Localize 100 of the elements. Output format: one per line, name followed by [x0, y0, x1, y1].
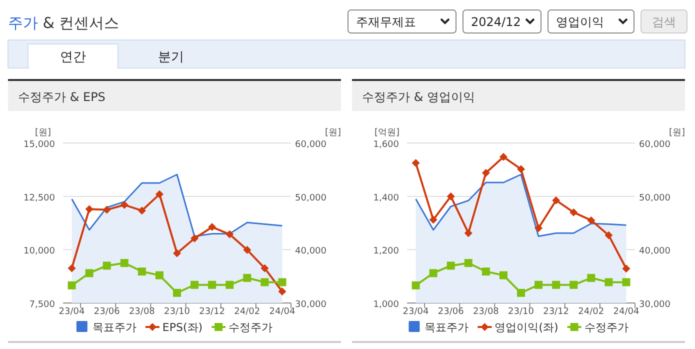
point [68, 264, 76, 272]
point [120, 200, 128, 209]
point [604, 231, 613, 240]
point [534, 224, 543, 232]
text: 영업이익 [556, 15, 604, 29]
point [243, 274, 252, 282]
text: 주가 & 컨센서스 [8, 14, 120, 32]
point [260, 264, 269, 272]
x-tick-label: 24/04 [269, 307, 296, 317]
point [552, 196, 560, 204]
y-axis-title: [원] [34, 128, 52, 138]
y2-tick-label: 50,000 [639, 193, 671, 204]
y2-axis-title: [원] [324, 128, 342, 138]
y2-tick-label: 60,000 [639, 140, 671, 150]
y2-axis-title: [원] [668, 128, 686, 138]
y-tick-label: 15,000 [24, 140, 56, 150]
y2-tick-label: 30,000 [295, 300, 327, 310]
point [412, 281, 420, 290]
legend-label: 영업이익(좌) [494, 321, 558, 334]
y-tick-label: 10,000 [24, 246, 56, 257]
point [226, 280, 234, 289]
point [587, 216, 596, 224]
text: 연간 [60, 50, 86, 65]
point [68, 281, 76, 290]
x-tick-label: 23/06 [94, 307, 120, 317]
y-tick-label: 1,200 [373, 246, 400, 257]
x-tick-label: 23/06 [438, 307, 464, 317]
legend-label: 목표주가 [424, 321, 469, 334]
point [622, 278, 630, 286]
x-tick-label: 23/04 [58, 307, 86, 317]
legend-label: 목표주가 [92, 321, 136, 334]
y-axis-title: [억원] [374, 128, 400, 138]
chart-title: 수정주가 & 영업이익 [362, 90, 475, 104]
legend-label: 수정주가 [228, 321, 273, 334]
point [587, 274, 596, 282]
point [102, 262, 111, 270]
x-tick-label: 23/12 [543, 307, 570, 317]
y2-tick-label: 60,000 [295, 140, 327, 150]
point [85, 269, 94, 278]
y-tick-label: 1,400 [373, 193, 400, 204]
point [429, 269, 438, 278]
point [155, 190, 164, 198]
point [138, 206, 146, 215]
point [138, 268, 146, 276]
y-tick-label: 7,500 [29, 300, 56, 310]
point [208, 223, 216, 232]
x-tick-label: 24/04 [613, 307, 640, 317]
point [570, 280, 578, 289]
x-tick-label: 23/04 [402, 307, 430, 317]
point [155, 271, 164, 280]
text: 2024/12 [471, 15, 521, 29]
point [464, 229, 472, 238]
point [499, 152, 508, 161]
y2-tick-label: 40,000 [295, 246, 327, 257]
point [622, 264, 630, 273]
point [173, 288, 181, 297]
point [429, 216, 438, 224]
point [446, 192, 455, 200]
point [278, 287, 286, 296]
y2-tick-label: 50,000 [295, 193, 327, 204]
y-tick-label: 1,000 [373, 300, 400, 310]
x-tick-label: 23/08 [128, 307, 156, 317]
point [243, 246, 252, 254]
y-tick-label: 1,600 [373, 140, 400, 150]
text: 검색 [652, 15, 676, 29]
y-tick-label: 12,500 [24, 193, 56, 204]
y2-tick-label: 30,000 [639, 300, 671, 310]
point [464, 259, 472, 267]
point [120, 259, 128, 267]
point [102, 206, 111, 214]
point [190, 234, 199, 242]
point [482, 268, 490, 276]
point [278, 278, 286, 286]
x-tick-label: 23/12 [199, 307, 226, 317]
point [85, 205, 94, 214]
point [260, 278, 269, 286]
point [517, 165, 525, 174]
legend-label: 수정주가 [584, 321, 628, 334]
point [412, 159, 420, 167]
text: 주재무제표 [356, 15, 416, 29]
point [517, 288, 525, 297]
point [552, 280, 560, 289]
point [499, 271, 508, 280]
point [446, 262, 455, 270]
x-tick-label: 24/02 [578, 307, 604, 317]
point [570, 208, 578, 216]
text: 분기 [158, 50, 184, 65]
x-tick-label: 24/02 [234, 307, 260, 317]
point [208, 280, 216, 289]
chart-title: 수정주가 & EPS [18, 90, 106, 104]
legend-label: EPS(좌) [162, 321, 203, 334]
x-tick-label: 23/08 [472, 307, 500, 317]
point [226, 230, 234, 238]
point [190, 280, 199, 289]
x-tick-label: 23/10 [164, 307, 190, 317]
y2-tick-label: 40,000 [639, 246, 671, 257]
point [482, 168, 490, 177]
point [534, 280, 543, 289]
point [604, 278, 613, 286]
x-tick-label: 23/10 [508, 307, 534, 317]
